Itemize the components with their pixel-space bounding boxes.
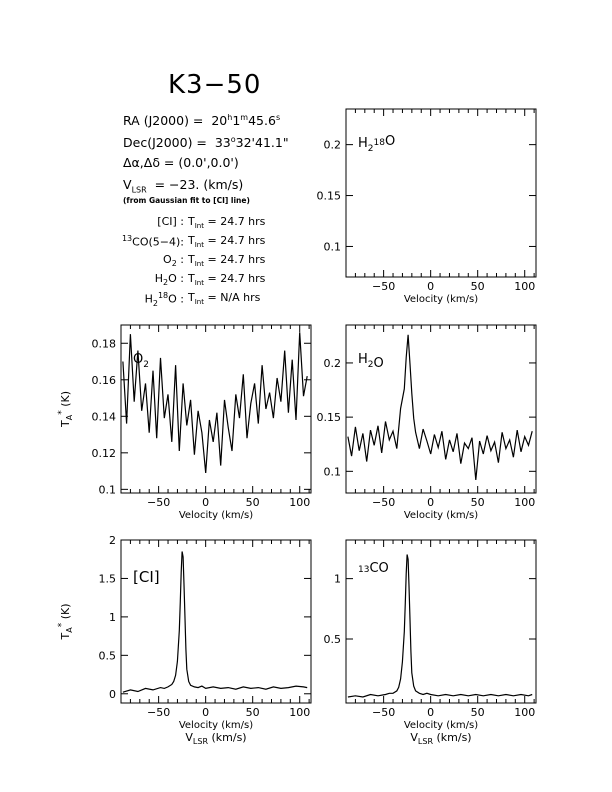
dec-label: Dec(J2000) = 33o32'41.1" xyxy=(123,135,289,151)
y-tick-label: 1 xyxy=(109,611,116,624)
int-time-line-label: 13CO(5−4): xyxy=(121,234,184,249)
spectrum-line xyxy=(347,334,533,481)
int-time-value: TInt = N/A hrs xyxy=(188,291,261,307)
int-time-line-label: H218O : xyxy=(144,291,184,308)
offset-label: Δα,Δδ = (0.0',0.0') xyxy=(123,155,239,170)
y-tick-label: 0.18 xyxy=(92,337,117,350)
vlsr-label: VLSR = −23. (km/s) xyxy=(123,177,244,195)
y-tick-label: 0.14 xyxy=(92,410,117,423)
x-tick-label: −50 xyxy=(147,496,170,509)
x-tick-label: 100 xyxy=(289,706,310,719)
int-time-line-label: H2O : xyxy=(154,272,184,288)
y-tick-label: 0.2 xyxy=(324,357,342,370)
page-title: K3−50 xyxy=(168,70,262,100)
y-tick-label: 0.12 xyxy=(92,447,117,460)
x-tick-label: 50 xyxy=(246,496,260,509)
x-tick-label: 100 xyxy=(514,496,535,509)
y-tick-label: 1.5 xyxy=(99,572,117,585)
int-time-value: TInt = 24.7 hrs xyxy=(188,253,266,269)
ra-label: RA (J2000) = 20h1m45.6s xyxy=(123,113,281,129)
x-tick-label: −50 xyxy=(147,706,170,719)
spectrum-label: 13CO xyxy=(358,561,389,576)
x-tick-label: 0 xyxy=(427,706,434,719)
x-tick-label: 0 xyxy=(427,496,434,509)
y-tick-label: 1 xyxy=(334,573,341,586)
x-tick-label: 50 xyxy=(471,496,485,509)
y-tick-label: 0.1 xyxy=(99,483,117,496)
x-axis-label: Velocity (km/s) xyxy=(179,510,253,521)
spectrum-label: H218O xyxy=(358,134,395,154)
int-time-line-label: O2 : xyxy=(163,253,184,269)
x-tick-label: −50 xyxy=(372,280,395,293)
x-tick-label: 50 xyxy=(471,706,485,719)
x-axis-label: Velocity (km/s) xyxy=(404,510,478,521)
plot-frame xyxy=(345,108,537,278)
plot-frame xyxy=(120,539,312,704)
x-tick-label: 100 xyxy=(514,280,535,293)
y-tick-label: 2 xyxy=(109,534,116,547)
y-tick-label: 0.5 xyxy=(99,649,117,662)
x-axis-label: Velocity (km/s) xyxy=(179,720,253,731)
x-tick-label: 50 xyxy=(471,280,485,293)
y-tick-label: 0.2 xyxy=(324,139,342,152)
x-axis-label-vlsr: VLSR (km/s) xyxy=(185,731,246,746)
y-tick-label: 0.5 xyxy=(324,633,342,646)
plot-frame xyxy=(120,324,312,494)
spectrum-line xyxy=(122,332,308,473)
x-tick-label: 0 xyxy=(202,496,209,509)
x-tick-label: 100 xyxy=(514,706,535,719)
int-time-line-label: [CI] : xyxy=(157,215,184,228)
x-axis-label-vlsr: VLSR (km/s) xyxy=(410,731,471,746)
x-tick-label: 0 xyxy=(427,280,434,293)
y-tick-label: 0.16 xyxy=(92,374,117,387)
int-time-value: TInt = 24.7 hrs xyxy=(188,234,266,250)
spectrum-label: [CI] xyxy=(133,568,160,586)
spectrum-line xyxy=(122,551,308,693)
spectrum-label: O2 xyxy=(133,352,149,370)
y-axis-label: TA* (K) xyxy=(57,391,74,428)
spectrum-label: H2O xyxy=(358,352,384,371)
vlsr-note: (from Gaussian fit to [CI] line) xyxy=(123,196,250,205)
x-tick-label: −50 xyxy=(372,496,395,509)
int-time-value: TInt = 24.7 hrs xyxy=(188,272,266,288)
x-tick-label: 0 xyxy=(202,706,209,719)
int-time-value: TInt = 24.7 hrs xyxy=(188,215,266,231)
plot-frame xyxy=(345,324,537,494)
plot-frame xyxy=(345,539,537,704)
x-tick-label: 50 xyxy=(246,706,260,719)
y-tick-label: 0.1 xyxy=(324,465,342,478)
x-axis-label: Velocity (km/s) xyxy=(404,294,478,305)
x-axis-label: Velocity (km/s) xyxy=(404,720,478,731)
y-tick-label: 0 xyxy=(109,688,116,701)
x-tick-label: 100 xyxy=(289,496,310,509)
y-axis-label: TA* (K) xyxy=(57,603,74,640)
x-tick-label: −50 xyxy=(372,706,395,719)
y-tick-label: 0.15 xyxy=(317,190,342,203)
y-tick-label: 0.15 xyxy=(317,411,342,424)
spectrum-line xyxy=(347,554,533,698)
y-tick-label: 0.1 xyxy=(324,240,342,253)
